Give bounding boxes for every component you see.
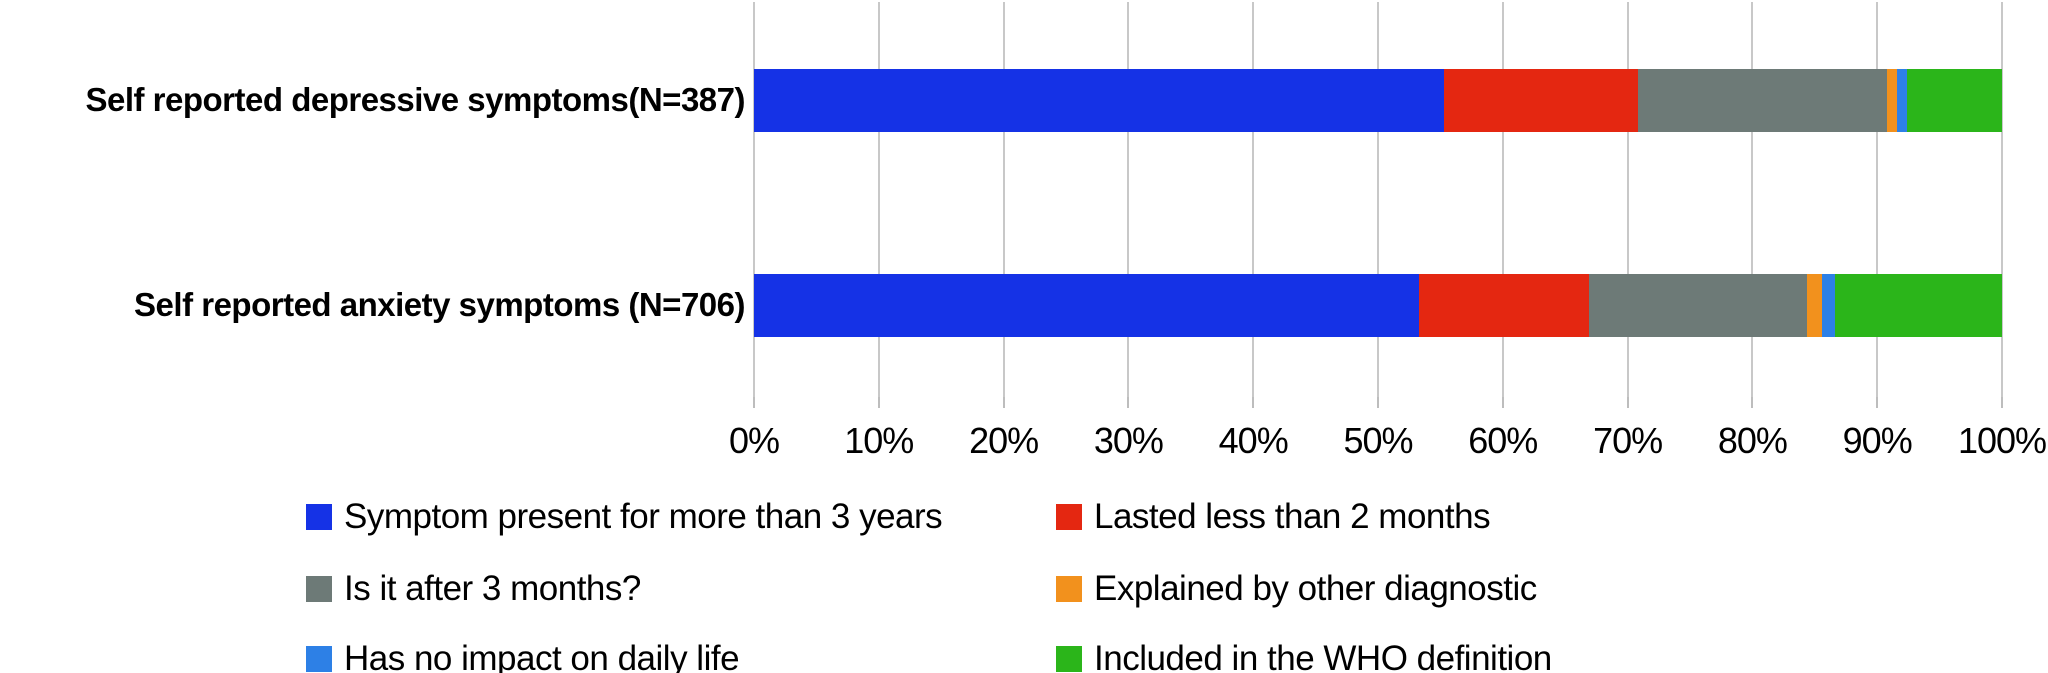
tickmark-90 xyxy=(1876,397,1879,408)
x-tick-label-20: 20% xyxy=(969,420,1039,461)
bar-segment xyxy=(1834,274,2002,337)
tickmark-40 xyxy=(1252,397,1255,408)
tickmark-20 xyxy=(1002,397,1005,408)
legend-item: Explained by other diagnostic xyxy=(1056,568,1537,610)
x-tick-label-60: 60% xyxy=(1468,420,1538,461)
gridline-80 xyxy=(1751,2,1754,397)
legend-item: Symptom present for more than 3 years xyxy=(306,496,943,538)
gridline-40 xyxy=(1252,2,1255,397)
legend-label: Has no impact on daily life xyxy=(344,639,740,673)
tickmark-30 xyxy=(1127,397,1130,408)
bar-segment xyxy=(1444,69,1638,132)
tickmark-70 xyxy=(1626,397,1629,408)
tickmark-50 xyxy=(1377,397,1379,408)
x-tick-label-40: 40% xyxy=(1218,420,1289,461)
legend-swatch-icon xyxy=(306,576,332,602)
bar-segment xyxy=(1588,274,1808,337)
gridline-30 xyxy=(1127,2,1130,397)
legend-label: Lasted less than 2 months xyxy=(1094,497,1491,536)
gridline-60 xyxy=(1501,2,1504,397)
bar-segment xyxy=(1822,274,1835,337)
bar-segment xyxy=(754,69,1445,132)
gridline-20 xyxy=(1002,2,1005,397)
x-tick-label-30: 30% xyxy=(1093,420,1164,461)
x-tick-label-90: 90% xyxy=(1842,420,1913,461)
legend-label: Is it after 3 months? xyxy=(344,569,641,608)
x-tick-label-10: 10% xyxy=(844,420,914,461)
legend-label: Included in the WHO definition xyxy=(1094,639,1552,673)
legend-item: Has no impact on daily life xyxy=(306,638,740,673)
gridline-50 xyxy=(1377,2,1379,397)
legend-item: Is it after 3 months? xyxy=(306,568,641,610)
legend-label: Explained by other diagnostic xyxy=(1094,569,1537,608)
legend-label: Symptom present for more than 3 years xyxy=(344,497,943,536)
bar-segment xyxy=(1887,69,1898,132)
legend-swatch-icon xyxy=(306,504,332,530)
legend-item: Lasted less than 2 months xyxy=(1056,496,1491,538)
gridline-70 xyxy=(1626,2,1629,397)
legend-swatch-icon xyxy=(306,646,332,672)
bar-segment xyxy=(1897,69,1908,132)
tickmark-0 xyxy=(753,397,755,408)
legend-item: Included in the WHO definition xyxy=(1056,638,1552,673)
tickmark-80 xyxy=(1751,397,1754,408)
plot-area xyxy=(753,2,2003,408)
x-tick-label-50: 50% xyxy=(1343,420,1413,461)
legend-swatch-icon xyxy=(1056,646,1082,672)
bar-segment xyxy=(1637,69,1888,132)
legend-swatch-icon xyxy=(1056,504,1082,530)
category-label-anxiety: Self reported anxiety symptoms (N=706) xyxy=(134,286,745,323)
bar-segment xyxy=(1907,69,2002,132)
x-tick-label-80: 80% xyxy=(1717,420,1788,461)
bar-segment xyxy=(754,274,1420,337)
gridline-10 xyxy=(877,2,880,397)
bar-segment xyxy=(1419,274,1589,337)
gridline-90 xyxy=(1876,2,1879,397)
tickmark-60 xyxy=(1501,397,1504,408)
bar-depressive-symptoms xyxy=(754,69,2002,132)
x-tick-label-70: 70% xyxy=(1593,420,1663,461)
gridline-0 xyxy=(753,2,755,397)
gridline-100 xyxy=(2001,2,2003,397)
tickmark-10 xyxy=(877,397,880,408)
x-tick-label-0: 0% xyxy=(728,420,780,461)
bar-anxiety-symptoms xyxy=(754,274,2002,337)
tickmark-100 xyxy=(2001,397,2003,408)
bar-segment xyxy=(1807,274,1823,337)
x-tick-label-100: 100% xyxy=(1957,420,2047,461)
legend-swatch-icon xyxy=(1056,576,1082,602)
category-label-depressive: Self reported depressive symptoms(N=387) xyxy=(85,81,745,118)
